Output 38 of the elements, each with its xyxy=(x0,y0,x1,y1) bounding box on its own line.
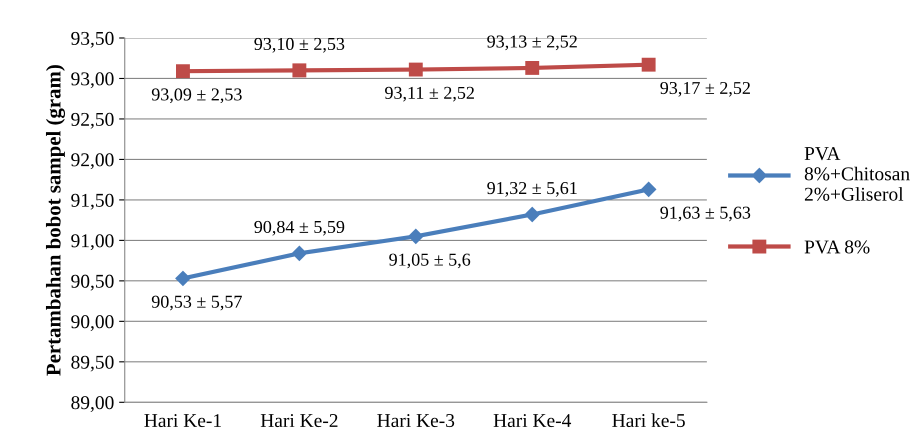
y-tick-label: 92,00 xyxy=(71,153,114,170)
y-tick-label: 90,00 xyxy=(71,315,114,332)
point xyxy=(175,270,191,286)
legend-label: PVA 8% xyxy=(804,240,870,254)
data-label: 93,11 ± 2,52 xyxy=(385,86,474,102)
data-label: 90,53 ± 5,57 xyxy=(152,296,242,310)
y-tick-label: 90,50 xyxy=(71,274,114,291)
point xyxy=(292,63,306,78)
data-label: 93,13 ± 2,52 xyxy=(487,35,577,50)
point xyxy=(408,228,424,244)
y-tick-label: 89,50 xyxy=(71,356,114,372)
data-label: 90,84 ± 5,59 xyxy=(254,220,344,236)
point xyxy=(176,64,190,78)
point xyxy=(292,246,307,261)
y-tick-label: 93,00 xyxy=(71,72,114,88)
data-label: 91,32 ± 5,61 xyxy=(487,182,577,197)
data-label: 93,17 ± 2,52 xyxy=(660,82,750,97)
data-label: 91,05 ± 5,6 xyxy=(389,254,470,268)
y-axis-title: Pertambahan bobot sampel (gram) xyxy=(46,65,66,376)
y-tick-label: 93,50 xyxy=(71,32,114,48)
x-tick-label: Hari ke-5 xyxy=(612,413,685,428)
point xyxy=(525,61,540,75)
y-tick-label: 92,50 xyxy=(71,112,114,129)
point xyxy=(642,58,656,72)
x-tick-label: Hari Ke-3 xyxy=(377,414,454,428)
data-label: 91,63 ± 5,63 xyxy=(660,206,750,222)
y-tick-label: 89,00 xyxy=(71,396,114,412)
x-tick-label: Hari Ke-4 xyxy=(494,414,572,428)
y-tick-label: 91,00 xyxy=(71,234,114,250)
x-tick-label: Hari Ke-2 xyxy=(260,414,338,428)
y-tick-label: 91,50 xyxy=(71,194,114,210)
data-label: 93,10 ± 2,53 xyxy=(254,38,344,53)
point xyxy=(641,182,656,197)
legend-label: PVA 8%+Chitosan 2%+Gliserol xyxy=(804,147,910,201)
data-label: 93,09 ± 2,53 xyxy=(152,88,242,104)
point xyxy=(524,206,540,222)
x-tick-label: Hari Ke-1 xyxy=(144,414,221,428)
point xyxy=(408,62,423,77)
